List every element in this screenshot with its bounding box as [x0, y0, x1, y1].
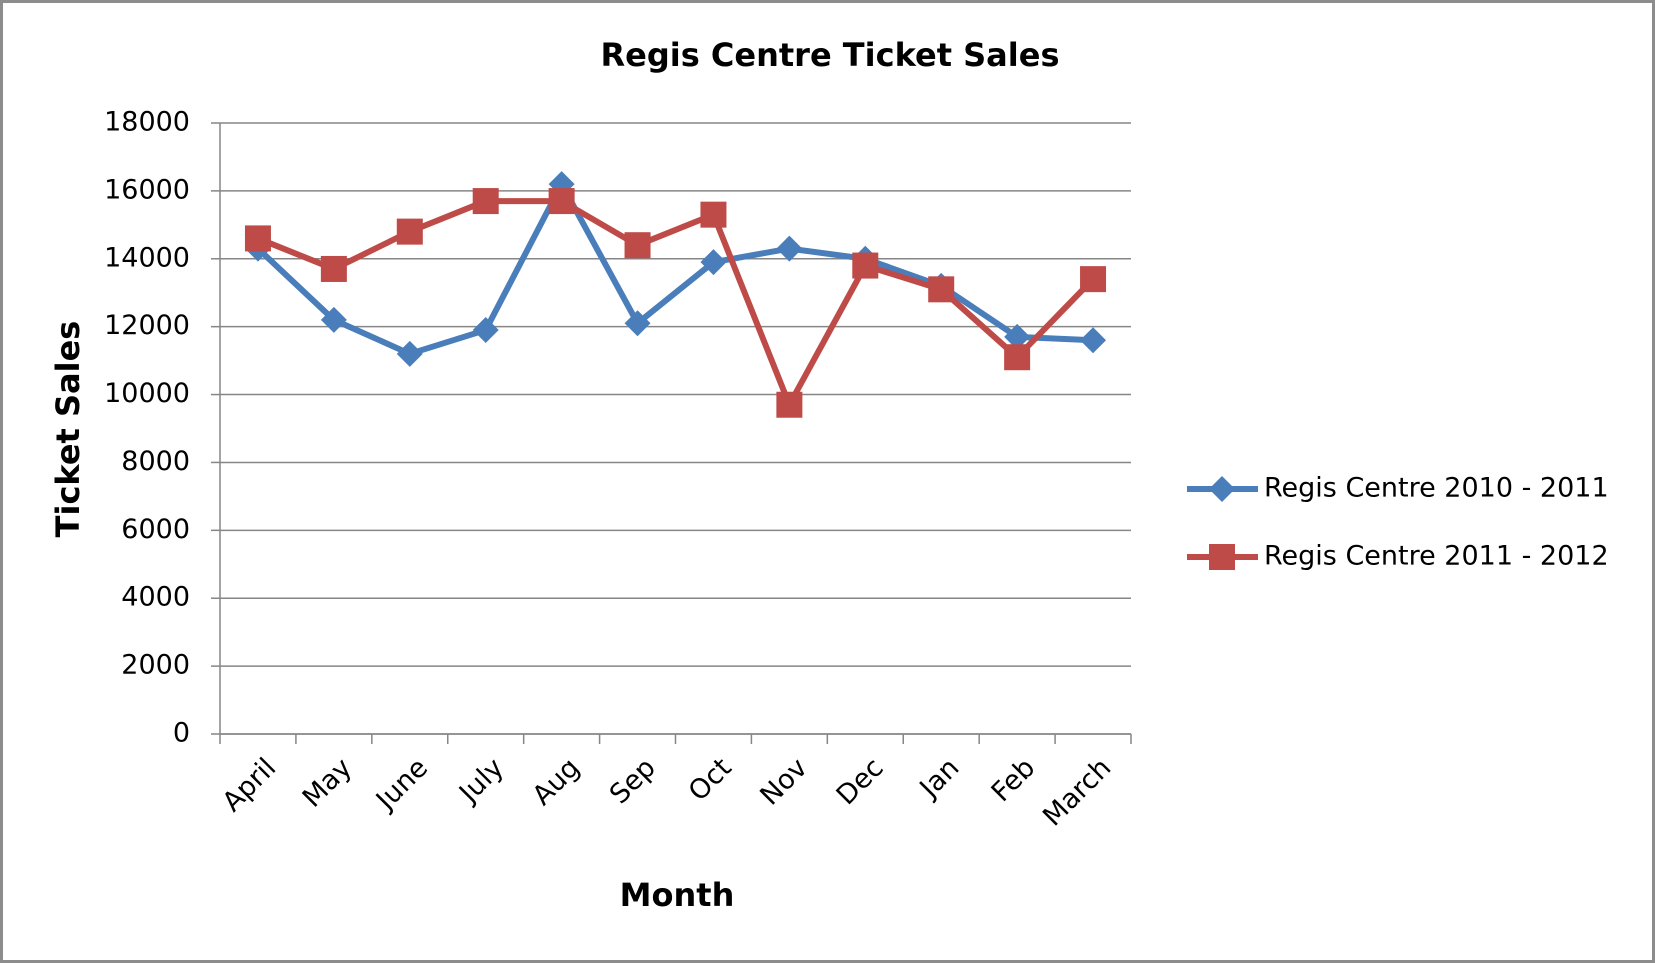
point [472, 317, 499, 344]
point [928, 276, 955, 303]
point [852, 252, 879, 279]
chart-title: Regis Centre Ticket Sales [601, 36, 1060, 74]
point [1080, 266, 1107, 293]
point [700, 201, 727, 228]
point [1004, 323, 1031, 350]
legend-label: Regis Centre 2011 - 2012 [1264, 541, 1609, 572]
y-tick-label: 0 [173, 718, 190, 749]
y-tick-label: 14000 [104, 242, 190, 273]
point [776, 235, 803, 262]
point [776, 391, 803, 418]
point [320, 255, 347, 282]
point [396, 340, 423, 367]
point [700, 249, 727, 276]
point [624, 310, 651, 337]
y-tick-label: 2000 [121, 650, 190, 681]
y-tick-label: 18000 [104, 107, 190, 138]
point [1080, 327, 1107, 354]
series: Regis Centre 2011 - 2012 [244, 188, 1609, 572]
point [320, 306, 347, 333]
point [548, 188, 575, 215]
y-tick-label: 4000 [121, 582, 190, 613]
point [1004, 344, 1031, 371]
point [472, 188, 499, 215]
y-tick-label: 10000 [104, 378, 190, 409]
y-tick-label: 6000 [121, 514, 190, 545]
point [396, 218, 423, 245]
y-tick-label: 16000 [104, 174, 190, 205]
legend-label: Regis Centre 2010 - 2011 [1264, 473, 1609, 504]
point [1209, 476, 1235, 502]
y-axis-title: Ticket Sales [49, 321, 87, 538]
x-axis-title: Month [620, 876, 735, 914]
point [1209, 544, 1235, 570]
point [624, 232, 651, 259]
y-tick-label: 8000 [121, 446, 190, 477]
point [244, 225, 271, 252]
y-tick-label: 12000 [104, 310, 190, 341]
